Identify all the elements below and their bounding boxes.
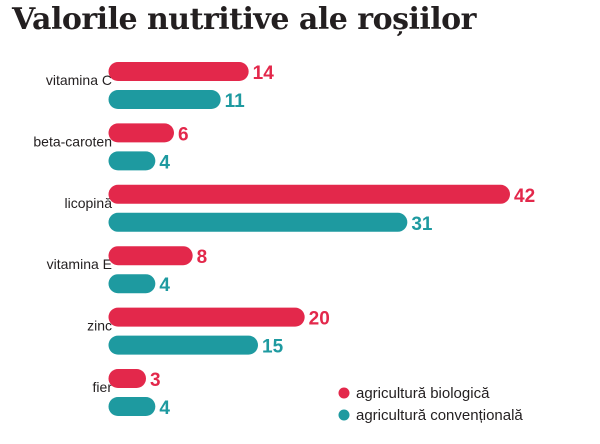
category-label: licopină bbox=[65, 195, 113, 211]
bar-organic bbox=[108, 369, 146, 388]
category-label: fier bbox=[93, 379, 113, 395]
bar-conventional bbox=[108, 397, 156, 416]
chart-title: Valorile nutritive ale roșiilor bbox=[12, 2, 476, 37]
category-label: vitamina E bbox=[47, 256, 112, 272]
bar-organic bbox=[108, 307, 305, 327]
legend-label-conventional: agricultură convențională bbox=[356, 407, 523, 424]
value-label: 3 bbox=[150, 370, 161, 391]
bar-organic bbox=[108, 246, 193, 266]
category-label: vitamina C bbox=[46, 72, 112, 88]
bar-organic bbox=[108, 184, 510, 204]
bar-organic bbox=[108, 123, 174, 143]
value-label: 14 bbox=[253, 63, 275, 84]
bar-conventional bbox=[108, 151, 156, 171]
value-label: 20 bbox=[309, 309, 330, 330]
value-label: 31 bbox=[411, 214, 433, 235]
bar-conventional bbox=[108, 335, 258, 355]
value-label: 4 bbox=[159, 152, 170, 173]
value-label: 4 bbox=[159, 275, 170, 296]
value-label: 42 bbox=[514, 186, 535, 207]
bar-conventional bbox=[108, 90, 221, 109]
category-label: zinc bbox=[87, 318, 112, 334]
value-label: 4 bbox=[159, 398, 170, 419]
value-label: 8 bbox=[197, 247, 208, 268]
bar-conventional bbox=[108, 274, 156, 294]
legend-label-organic: agricultură biologică bbox=[356, 385, 490, 402]
category-label: beta-caroten bbox=[33, 133, 112, 149]
bar-conventional bbox=[108, 212, 408, 232]
value-label: 11 bbox=[225, 91, 246, 112]
legend-swatch-organic bbox=[338, 387, 350, 399]
bar-organic bbox=[108, 62, 249, 81]
value-label: 15 bbox=[262, 337, 284, 358]
legend-swatch-conventional bbox=[338, 409, 350, 421]
value-label: 6 bbox=[178, 124, 189, 145]
